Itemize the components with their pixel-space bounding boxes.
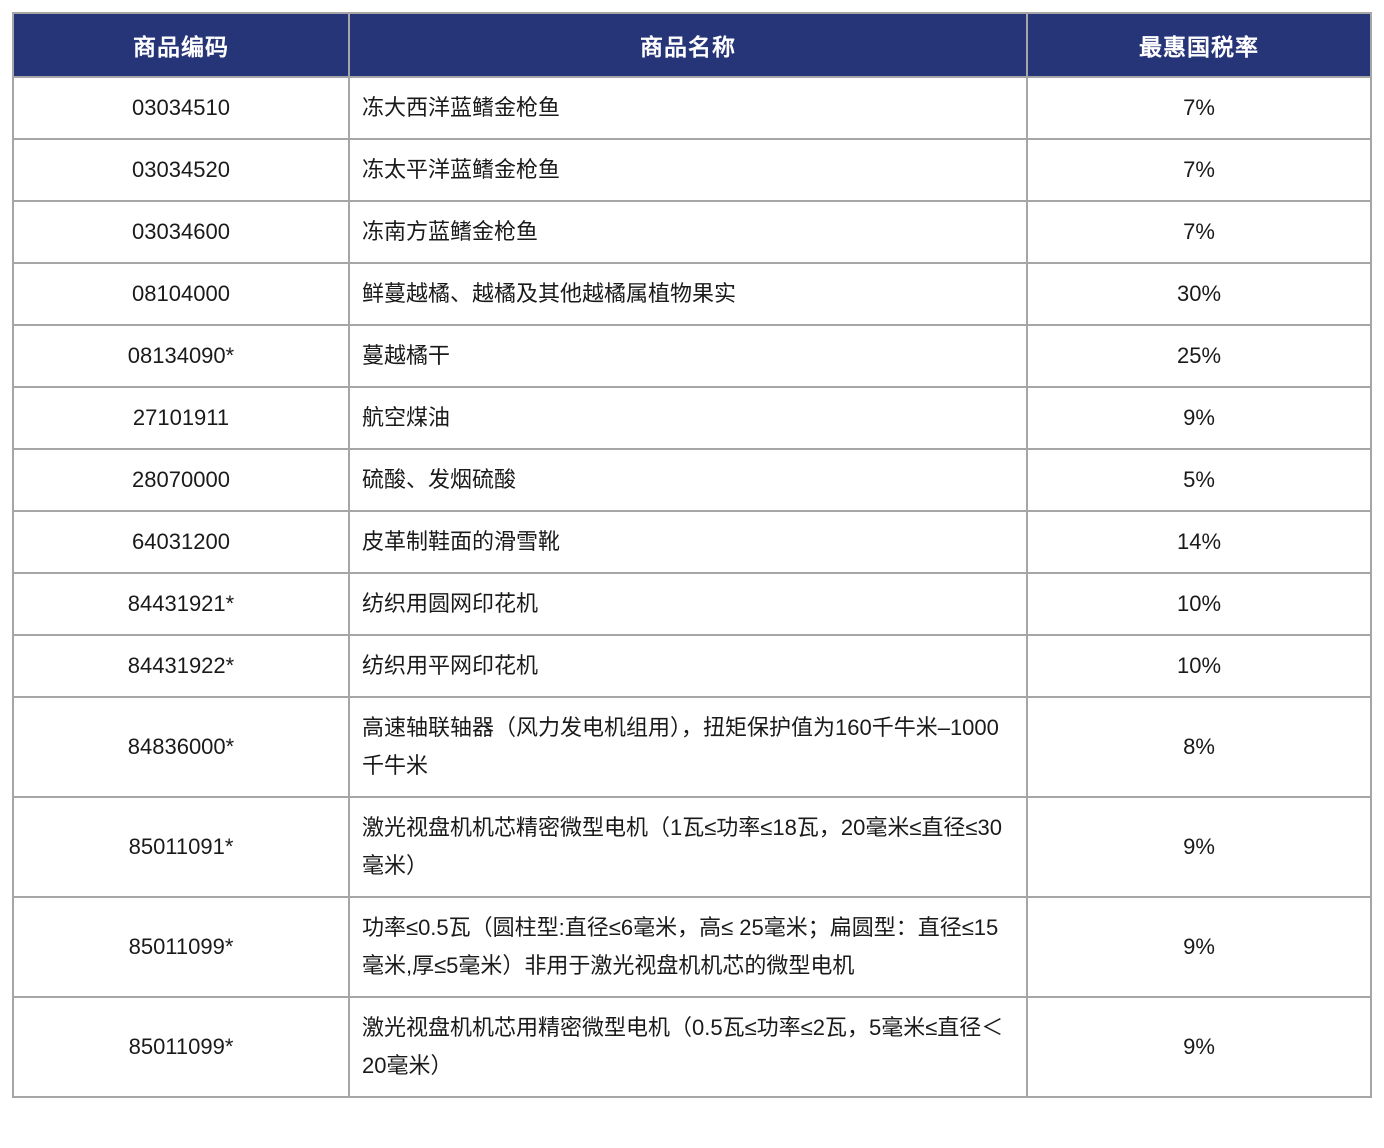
cell-name: 纺织用圆网印花机 <box>348 572 1028 636</box>
cell-rate: 10% <box>1026 572 1372 636</box>
column-header-rate: 最惠国税率 <box>1026 12 1372 78</box>
table-body: 03034510 冻大西洋蓝鳍金枪鱼 7% 03034520 冻太平洋蓝鳍金枪鱼 7% 03… <box>12 76 1372 1098</box>
table-row: 28070000 硫酸、发烟硫酸 5% <box>12 448 1372 512</box>
table-row: 08104000 鲜蔓越橘、越橘及其他越橘属植物果实 30% <box>12 262 1372 326</box>
cell-name: 硫酸、发烟硫酸 <box>348 448 1028 512</box>
cell-rate: 8% <box>1026 696 1372 798</box>
cell-rate: 9% <box>1026 796 1372 898</box>
cell-name: 功率≤0.5瓦（圆柱型:直径≤6毫米，高≤ 25毫米；扁圆型：直径≤15毫米,厚… <box>348 896 1028 998</box>
cell-name: 高速轴联轴器（风力发电机组用），扭矩保护值为160千牛米–1000千牛米 <box>348 696 1028 798</box>
cell-rate: 5% <box>1026 448 1372 512</box>
cell-name: 激光视盘机机芯用精密微型电机（0.5瓦≤功率≤2瓦，5毫米≤直径＜20毫米） <box>348 996 1028 1098</box>
table-row: 85011099* 功率≤0.5瓦（圆柱型:直径≤6毫米，高≤ 25毫米；扁圆型：… <box>12 896 1372 998</box>
table-row: 08134090* 蔓越橘干 25% <box>12 324 1372 388</box>
cell-rate: 10% <box>1026 634 1372 698</box>
cell-name: 鲜蔓越橘、越橘及其他越橘属植物果实 <box>348 262 1028 326</box>
table-row: 85011099* 激光视盘机机芯用精密微型电机（0.5瓦≤功率≤2瓦，5毫米≤直… <box>12 996 1372 1098</box>
cell-rate: 7% <box>1026 76 1372 140</box>
cell-name: 冻大西洋蓝鳍金枪鱼 <box>348 76 1028 140</box>
cell-code: 85011099* <box>12 896 350 998</box>
cell-name: 冻太平洋蓝鳍金枪鱼 <box>348 138 1028 202</box>
cell-code: 84431921* <box>12 572 350 636</box>
cell-name: 纺织用平网印花机 <box>348 634 1028 698</box>
cell-name: 蔓越橘干 <box>348 324 1028 388</box>
cell-code: 64031200 <box>12 510 350 574</box>
cell-rate: 9% <box>1026 386 1372 450</box>
cell-code: 85011099* <box>12 996 350 1098</box>
header-row: 商品编码 商品名称 最惠国税率 <box>12 12 1372 78</box>
cell-rate: 9% <box>1026 996 1372 1098</box>
column-header-code: 商品编码 <box>12 12 350 78</box>
column-header-name: 商品名称 <box>348 12 1028 78</box>
cell-code: 27101911 <box>12 386 350 450</box>
cell-name: 航空煤油 <box>348 386 1028 450</box>
table-row: 03034520 冻太平洋蓝鳍金枪鱼 7% <box>12 138 1372 202</box>
cell-code: 85011091* <box>12 796 350 898</box>
table-row: 27101911 航空煤油 9% <box>12 386 1372 450</box>
cell-name: 冻南方蓝鳍金枪鱼 <box>348 200 1028 264</box>
cell-code: 03034510 <box>12 76 350 140</box>
cell-rate: 25% <box>1026 324 1372 388</box>
cell-code: 08104000 <box>12 262 350 326</box>
cell-rate: 14% <box>1026 510 1372 574</box>
cell-code: 28070000 <box>12 448 350 512</box>
tariff-table: 商品编码 商品名称 最惠国税率 03034510 冻大西洋蓝鳍金枪鱼 7% 03034… <box>12 12 1372 1098</box>
cell-rate: 9% <box>1026 896 1372 998</box>
table-row: 03034600 冻南方蓝鳍金枪鱼 7% <box>12 200 1372 264</box>
cell-code: 03034600 <box>12 200 350 264</box>
table-row: 84431921* 纺织用圆网印花机 10% <box>12 572 1372 636</box>
cell-rate: 7% <box>1026 200 1372 264</box>
cell-rate: 7% <box>1026 138 1372 202</box>
table-row: 03034510 冻大西洋蓝鳍金枪鱼 7% <box>12 76 1372 140</box>
cell-code: 03034520 <box>12 138 350 202</box>
cell-code: 84836000* <box>12 696 350 798</box>
table-row: 85011091* 激光视盘机机芯精密微型电机（1瓦≤功率≤18瓦，20毫米≤直径… <box>12 796 1372 898</box>
cell-code: 84431922* <box>12 634 350 698</box>
table-row: 64031200 皮革制鞋面的滑雪靴 14% <box>12 510 1372 574</box>
table-row: 84431922* 纺织用平网印花机 10% <box>12 634 1372 698</box>
cell-name: 激光视盘机机芯精密微型电机（1瓦≤功率≤18瓦，20毫米≤直径≤30毫米） <box>348 796 1028 898</box>
cell-name: 皮革制鞋面的滑雪靴 <box>348 510 1028 574</box>
table-row: 84836000* 高速轴联轴器（风力发电机组用），扭矩保护值为160千牛米–10… <box>12 696 1372 798</box>
cell-rate: 30% <box>1026 262 1372 326</box>
cell-code: 08134090* <box>12 324 350 388</box>
